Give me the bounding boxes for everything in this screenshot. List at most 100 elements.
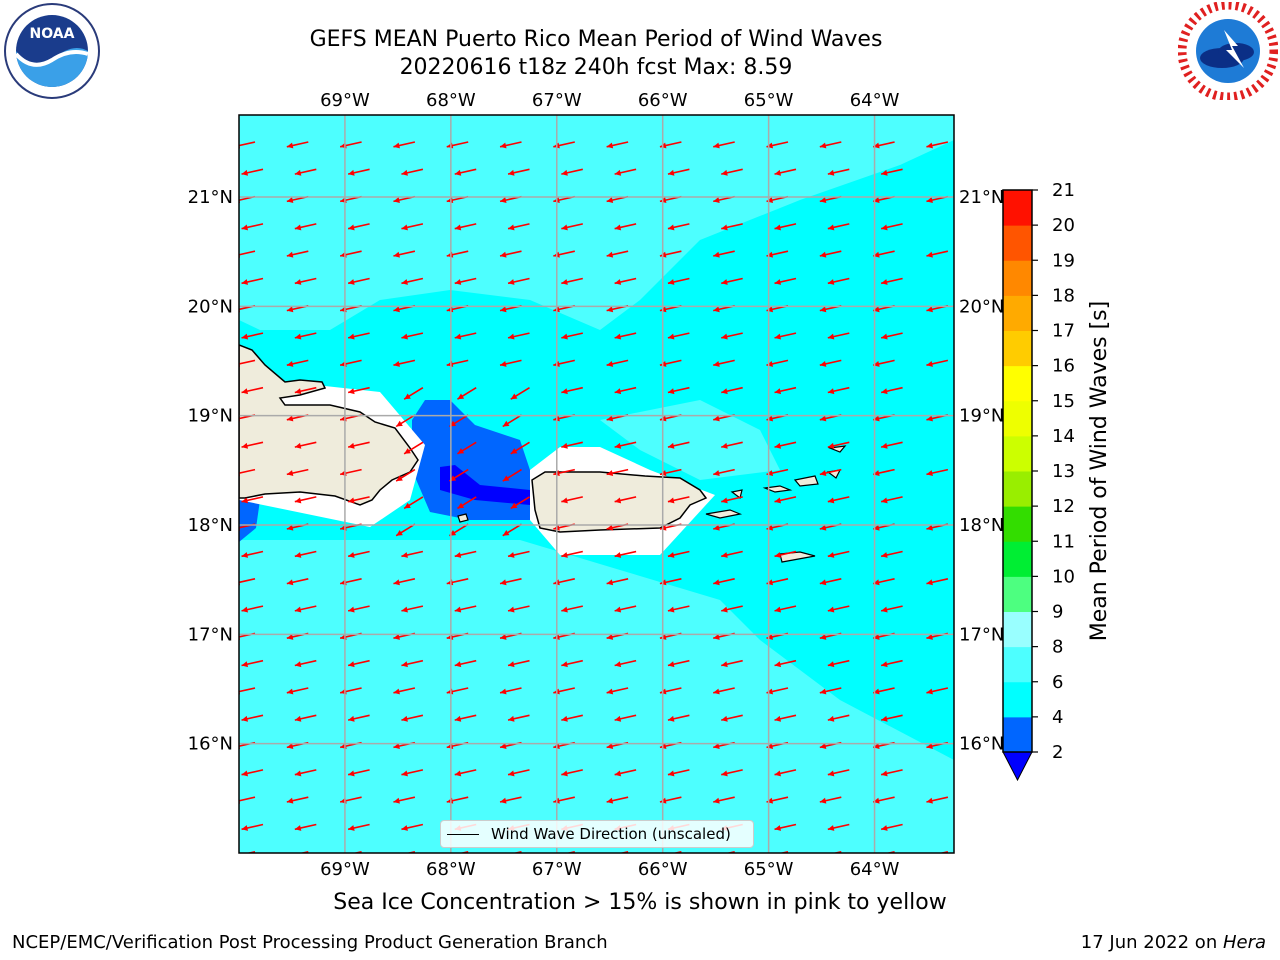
colorbar-segment [1003,646,1032,683]
wind-arrow-head [396,530,403,536]
wind-arrow-head [561,333,568,340]
lon-tick-label: 68°W [426,90,476,111]
wind-arrow-head [241,552,249,558]
wind-arrow-head [561,552,568,558]
noaa-logo-icon: NOAA [4,3,100,99]
virgin-islands [762,485,793,493]
period-zone-under-2 [440,465,530,505]
wind-arrow-head [881,279,888,285]
wind-arrow-head [819,797,827,804]
wind-arrow-head [721,552,728,558]
wind-arrow-head [614,279,622,285]
wind-arrow [239,578,256,584]
wind-arrow-head [294,169,302,176]
wind-arrow-head [926,251,933,258]
wind-arrow-head [721,715,728,722]
wind-arrow-head [502,530,510,536]
wind-arrow-head [827,715,835,722]
wind-arrow-head [241,497,249,504]
wind-arrow-head [881,169,888,176]
colorbar-tick-label: 18 [1052,285,1075,306]
wind-arrow-head [667,606,675,613]
wind-arrow-head [508,606,515,613]
wind-arrow-head [819,743,827,750]
wind-arrow-head [819,470,827,477]
wind-arrow-head [294,224,302,231]
noaa-logo-text: NOAA [30,26,75,42]
wind-arrow-head [721,770,728,777]
sea-ice-note: Sea Ice Concentration > 15% is shown in … [333,890,947,915]
wind-arrow-head [721,169,728,176]
lon-tick-label: 65°W [744,90,794,111]
colorbar-segment [1003,716,1032,753]
wind-arrow-head [454,715,462,722]
wind-arrow-head [286,197,294,204]
wind-arrow-head [286,743,294,750]
wind-arrow-head [614,497,622,504]
wind-arrow-head [667,279,675,285]
wind-arrow-head [446,360,454,367]
lat-tick-label: 18°N [959,515,1004,536]
wind-arrow-head [713,251,720,258]
lat-ticks-left: 21°N 20°N 19°N 18°N 17°N 16°N [188,187,233,755]
wind-arrow-head [454,770,462,777]
wind-arrow-head [713,470,720,477]
vieques-island [705,509,743,519]
lat-tick-label: 19°N [188,406,233,427]
map-frame [238,114,955,854]
period-zone-6-8 [600,400,780,480]
wind-arrow-head [827,661,835,668]
wind-arrow-head [881,715,888,722]
wind-arrow-head [446,579,454,586]
wind-arrow-head [510,448,518,454]
wind-arrow-head [393,688,400,695]
wind-arrow-head [294,825,302,831]
wind-arrow-head [926,470,933,477]
wind-arrow-head [774,715,782,722]
colorbar-tick-label: 4 [1052,707,1063,728]
wind-arrow-head [241,224,249,231]
wind-arrow-head [713,306,720,313]
wind-arrow-head [241,661,249,668]
wind-arrow-head [454,169,462,176]
wind-arrow-head [606,688,614,695]
map-field [239,115,954,853]
wind-arrow-head [393,360,400,367]
wind-arrow-head [881,497,888,504]
lat-tick-label: 16°N [188,734,233,755]
wind-arrow-head [508,770,515,777]
wind-arrow-head [457,393,465,400]
wind-arrow-head [454,333,462,340]
wind-arrow-head [827,388,835,395]
wind-arrow-head [774,279,782,285]
wind-arrow-head [393,633,400,640]
colorbar-tick-label: 10 [1052,566,1075,587]
wind-arrow-head [401,279,408,285]
wind-arrow-head [561,661,568,668]
wind-arrow-head [667,442,675,449]
wind-arrow [239,359,256,365]
wind-arrow-head [241,606,249,613]
wind-arrow-head [510,393,518,400]
wind-arrow-head [606,470,614,477]
wind-arrow-head [404,502,411,509]
wind-arrow-head [348,552,355,558]
footer-credit: NCEP/EMC/Verification Post Processing Pr… [12,932,608,953]
colorbar-tick-label: 13 [1052,461,1075,482]
wind-arrow-head [774,825,782,831]
wind-arrow [239,796,256,802]
lon-tick-label: 66°W [638,90,688,111]
wind-arrow-head [286,306,294,313]
wind-arrow-head [667,715,675,722]
lon-tick-label: 64°W [850,90,900,111]
wind-arrow-head [294,661,302,668]
wind-arrow-head [401,715,408,722]
wind-arrow-head [457,448,465,454]
wind-arrow [239,687,256,693]
lon-tick-label: 68°W [426,859,476,880]
wind-arrow-head [457,502,465,509]
wind-arrow-head [286,797,294,804]
footer-machine: Hera [1222,932,1266,953]
wind-arrow-head [500,688,507,695]
wind-arrow-head [348,825,355,831]
